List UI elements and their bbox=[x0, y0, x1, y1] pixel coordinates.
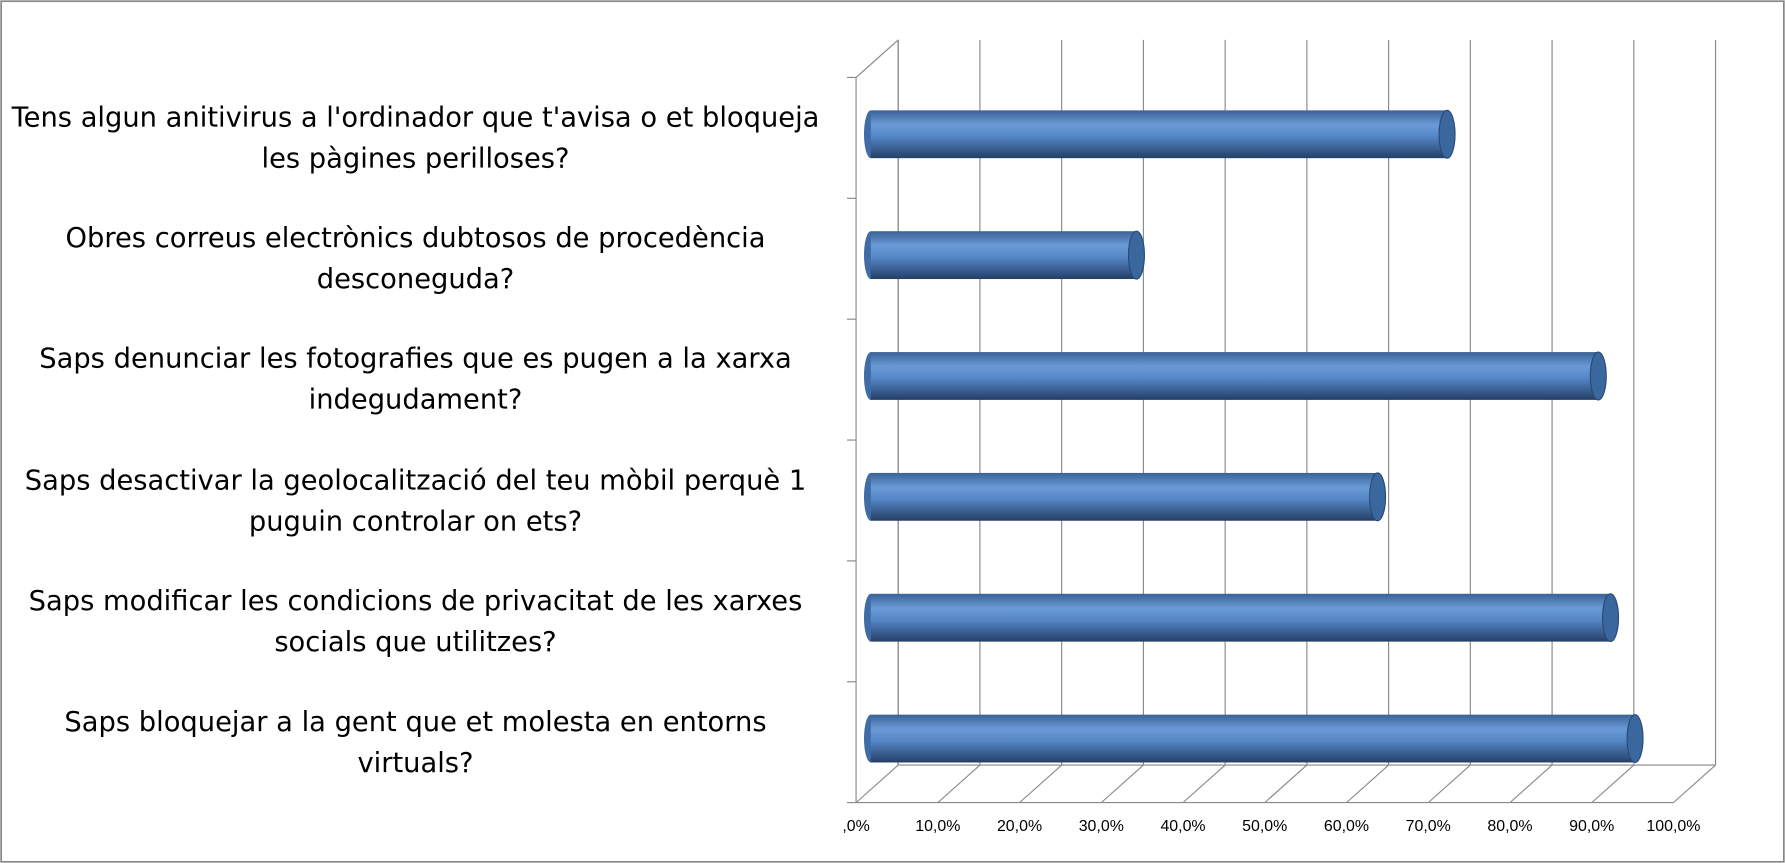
bar-group bbox=[863, 351, 1607, 401]
bar bbox=[870, 110, 1448, 159]
y-tick-label: Obres correus electrònics dubtosos de pr… bbox=[65, 222, 766, 296]
x-tick-label: 80,0% bbox=[1487, 818, 1532, 835]
x-tick-label: 30,0% bbox=[1079, 818, 1124, 835]
floor-grid-line bbox=[1673, 764, 1716, 804]
y-tick-label: Tens algun anitivirus a l'ordinador que … bbox=[11, 101, 820, 175]
x-tick-label: 90,0% bbox=[1569, 818, 1614, 835]
x-tick-label: 40,0% bbox=[1160, 818, 1205, 835]
floor-grid-line bbox=[1264, 764, 1308, 804]
floor-grid-line bbox=[1346, 764, 1389, 804]
bar-group bbox=[863, 593, 1620, 643]
x-tick-label: 60,0% bbox=[1324, 818, 1369, 835]
category-label-box: Saps modificar les condicions de privaci… bbox=[28, 584, 803, 658]
floor-grid-line bbox=[1591, 764, 1635, 804]
bar-cap-end bbox=[1589, 351, 1607, 401]
bar-group bbox=[863, 230, 1145, 280]
bar-cap-end bbox=[1127, 230, 1145, 280]
floor-grid-line bbox=[1509, 764, 1553, 804]
category-label-box: Tens algun anitivirus a l'ordinador que … bbox=[11, 101, 820, 175]
y-tick-label: Saps desactivar la geolocalització del t… bbox=[24, 464, 807, 537]
floor-grid-line bbox=[1019, 764, 1063, 804]
y-tick-label: Saps denunciar les fotografies que es pu… bbox=[39, 343, 792, 417]
bar bbox=[870, 593, 1611, 642]
category-label-box: Saps bloquejar a la gent que et molesta … bbox=[64, 705, 767, 779]
y-tick-label: Saps bloquejar a la gent que et molesta … bbox=[64, 705, 767, 779]
bar-cap-end bbox=[1601, 593, 1620, 643]
bar bbox=[870, 714, 1636, 763]
floor-grid-line bbox=[855, 764, 899, 804]
floor-grid-line bbox=[937, 764, 981, 804]
x-tick-label: 100,0% bbox=[1646, 818, 1700, 835]
category-label-box: Saps desactivar la geolocalització del t… bbox=[24, 464, 807, 537]
x-tick-label: 10,0% bbox=[915, 818, 960, 835]
wall-edge bbox=[855, 39, 899, 78]
floor-grid-line bbox=[1182, 764, 1226, 804]
x-tick-label: 70,0% bbox=[1406, 818, 1451, 835]
floor-grid-line bbox=[1100, 764, 1144, 804]
x-tick-label: 20,0% bbox=[997, 818, 1042, 835]
floor-grid-line bbox=[1427, 764, 1471, 804]
bar-group bbox=[863, 472, 1387, 522]
bar bbox=[870, 352, 1599, 400]
bar bbox=[870, 231, 1137, 280]
bar-cap-end bbox=[1626, 714, 1644, 764]
x-tick-label: 50,0% bbox=[1242, 818, 1287, 835]
y-tick-label: Saps modificar les condicions de privaci… bbox=[28, 584, 803, 658]
category-label-box: Saps denunciar les fotografies que es pu… bbox=[39, 343, 792, 417]
bar-group bbox=[863, 109, 1456, 159]
bar-cap-end bbox=[1369, 472, 1387, 522]
category-label-box: Obres correus electrònics dubtosos de pr… bbox=[65, 222, 766, 296]
bar-cap-end bbox=[1438, 109, 1456, 159]
bar bbox=[870, 472, 1378, 521]
x-tick-label: ,0% bbox=[842, 818, 869, 835]
bar-group bbox=[863, 714, 1644, 764]
